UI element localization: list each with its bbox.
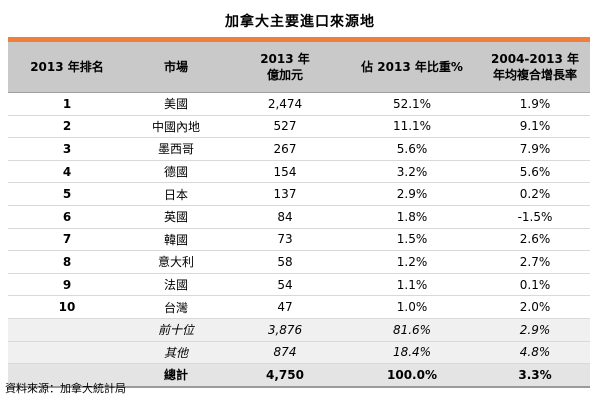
table-row: 4 德國 154 3.2% 5.6% <box>8 161 590 184</box>
rank-cell: 5 <box>62 187 72 202</box>
table-title: 加拿大主要進口來源地 <box>225 14 375 30</box>
header-growth: 2004-2013 年 年均複合增長率 <box>480 42 590 92</box>
rank-cell: 4 <box>62 164 72 179</box>
growth-cell: 3.3% <box>518 367 552 382</box>
market-cell: 韓國 <box>163 232 188 247</box>
share-cell: 81.6% <box>392 322 432 337</box>
market-cell: 中國內地 <box>151 119 200 134</box>
rank-cell: 3 <box>62 141 72 156</box>
table-row: 1 美國 2,474 52.1% 1.9% <box>8 93 590 116</box>
growth-cell: 2.0% <box>519 300 551 315</box>
market-cell: 總計 <box>163 368 188 383</box>
growth-cell: 2.9% <box>519 322 551 337</box>
header-market: 市場 <box>163 60 188 74</box>
rank-cell: 2 <box>62 119 72 134</box>
share-cell: 100.0% <box>387 367 437 382</box>
value-cell: 874 <box>273 345 297 360</box>
table-row: 7 韓國 73 1.5% 2.6% <box>8 229 590 252</box>
value-cell: 47 <box>277 300 293 315</box>
others-row: 其他 874 18.4% 4.8% <box>8 341 590 365</box>
growth-cell: 4.8% <box>519 345 551 360</box>
share-cell: 1.5% <box>396 232 428 247</box>
rank-cell: 6 <box>62 209 72 224</box>
growth-cell: 2.6% <box>519 232 551 247</box>
value-cell: 267 <box>273 141 297 156</box>
table-row: 2 中國內地 527 11.1% 9.1% <box>8 116 590 139</box>
value-cell: 3,876 <box>267 322 303 337</box>
table-row: 6 英國 84 1.8% -1.5% <box>8 206 590 229</box>
growth-cell: 5.6% <box>519 164 551 179</box>
imports-table: 2013 年排名 市場 2013 年 億加元 佔 2013 年比重% 2004-… <box>8 37 590 388</box>
table-row: 8 意大利 58 1.2% 2.7% <box>8 251 590 274</box>
growth-cell: 0.2% <box>519 187 551 202</box>
share-cell: 1.0% <box>396 300 428 315</box>
header-value-line1: 2013 年 <box>260 52 310 66</box>
value-cell: 73 <box>277 232 293 247</box>
share-cell: 2.9% <box>396 187 428 202</box>
value-cell: 137 <box>273 187 297 202</box>
header-value-line2: 億加元 <box>266 68 303 82</box>
value-cell: 84 <box>277 209 293 224</box>
market-cell: 日本 <box>163 187 188 202</box>
value-cell: 527 <box>273 119 297 134</box>
accent-bar <box>8 37 590 42</box>
share-cell: 3.2% <box>396 164 428 179</box>
top10-row: 前十位 3,876 81.6% 2.9% <box>8 318 590 342</box>
rank-cell: 1 <box>62 96 72 111</box>
share-cell: 18.4% <box>392 345 432 360</box>
share-cell: 1.1% <box>396 277 428 292</box>
source-note: 資料來源：加拿大統計局 <box>5 382 126 395</box>
growth-cell: 1.9% <box>519 96 551 111</box>
growth-cell: -1.5% <box>517 209 553 224</box>
share-cell: 1.2% <box>396 254 428 269</box>
table-header: 2013 年排名 市場 2013 年 億加元 佔 2013 年比重% 2004-… <box>8 42 590 93</box>
share-cell: 52.1% <box>392 96 432 111</box>
growth-cell: 7.9% <box>519 141 551 156</box>
market-cell: 英國 <box>163 210 188 225</box>
value-cell: 54 <box>277 277 293 292</box>
rank-cell: 10 <box>58 300 76 315</box>
share-cell: 5.6% <box>396 141 428 156</box>
rank-cell: 7 <box>62 232 72 247</box>
table-row: 9 法國 54 1.1% 0.1% <box>8 274 590 297</box>
header-growth-line2: 年均複合增長率 <box>492 68 577 82</box>
header-growth-line1: 2004-2013 年 <box>491 52 579 66</box>
share-cell: 11.1% <box>392 119 432 134</box>
table-row: 3 墨西哥 267 5.6% 7.9% <box>8 138 590 161</box>
market-cell: 美國 <box>163 97 188 112</box>
market-cell: 法國 <box>163 278 188 293</box>
header-share: 佔 2013 年比重% <box>361 60 463 74</box>
market-cell: 德國 <box>163 165 188 180</box>
value-cell: 154 <box>273 164 297 179</box>
header-value: 2013 年 億加元 <box>226 42 344 92</box>
total-row: 總計 4,750 100.0% 3.3% <box>8 364 590 388</box>
table-row: 5 日本 137 2.9% 0.2% <box>8 183 590 206</box>
market-cell: 意大利 <box>157 255 194 270</box>
growth-cell: 2.7% <box>519 254 551 269</box>
value-cell: 4,750 <box>266 367 304 382</box>
growth-cell: 9.1% <box>519 119 551 134</box>
value-cell: 2,474 <box>267 96 303 111</box>
table-row: 10 台灣 47 1.0% 2.0% <box>8 296 590 319</box>
rank-cell: 9 <box>62 277 72 292</box>
rank-cell: 8 <box>62 254 72 269</box>
market-cell: 墨西哥 <box>157 142 194 157</box>
market-cell: 台灣 <box>163 300 188 315</box>
market-cell: 其他 <box>163 345 188 360</box>
share-cell: 1.8% <box>396 209 428 224</box>
growth-cell: 0.1% <box>519 277 551 292</box>
market-cell: 前十位 <box>157 323 194 338</box>
value-cell: 58 <box>277 254 293 269</box>
header-rank: 2013 年排名 <box>30 60 104 74</box>
